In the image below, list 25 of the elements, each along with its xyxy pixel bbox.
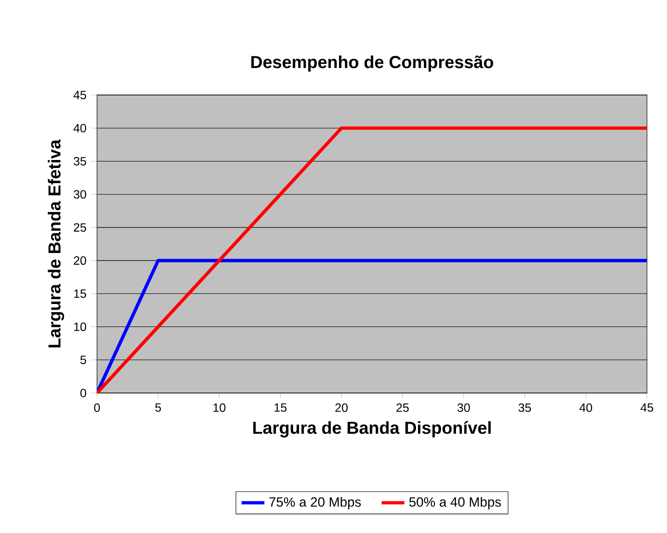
y-tick-label: 15 xyxy=(74,289,86,298)
y-axis-title: Largura de Banda Efetiva xyxy=(48,139,64,348)
y-tick-label: 25 xyxy=(74,223,86,232)
x-tick-label: 40 xyxy=(579,403,592,412)
y-tick-label: 45 xyxy=(74,90,86,100)
y-tick-label: 10 xyxy=(74,322,86,332)
x-tick-label: 20 xyxy=(335,403,348,412)
x-tick-label: 45 xyxy=(640,403,654,412)
x-axis-title: Largura de Banda Disponível xyxy=(253,421,491,438)
x-tick-label: 15 xyxy=(274,403,287,412)
x-tick-label: 10 xyxy=(213,403,226,412)
y-tick-label: 35 xyxy=(74,156,86,166)
legend-label: 50% a 40 Mbps xyxy=(409,496,501,510)
y-tick-label: 0 xyxy=(80,388,86,398)
x-tick-label: 30 xyxy=(457,403,470,412)
legend-label: 75% a 20 Mbps xyxy=(269,496,361,510)
y-tick-label: 30 xyxy=(74,190,86,199)
x-tick-label: 35 xyxy=(518,403,531,412)
y-tick-label: 40 xyxy=(74,124,86,132)
x-tick-label: 0 xyxy=(94,403,100,412)
x-tick-label: 25 xyxy=(396,403,409,412)
x-tick-label: 5 xyxy=(155,403,161,412)
y-tick-label: 20 xyxy=(74,256,86,265)
chart-title: Desempenho de Compressão xyxy=(251,55,494,72)
y-tick-label: 5 xyxy=(80,356,86,364)
